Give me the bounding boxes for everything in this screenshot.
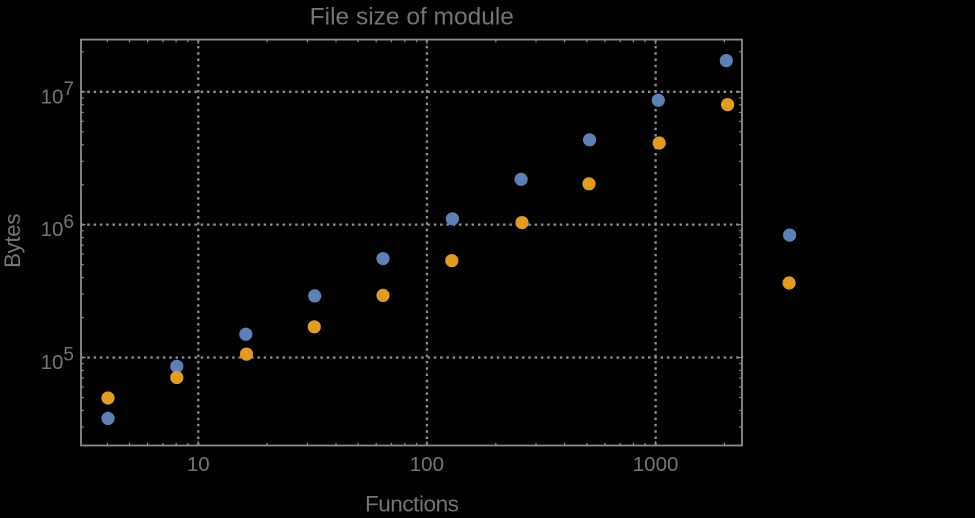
svg-text:Functions: Functions (365, 492, 459, 514)
svg-text:106: 106 (41, 212, 74, 241)
svg-text:10: 10 (187, 453, 210, 476)
svg-text:107: 107 (41, 79, 74, 108)
svg-text:100: 100 (410, 453, 444, 476)
svg-text:Bytes: Bytes (0, 214, 25, 268)
svg-text:105: 105 (41, 345, 74, 374)
svg-text:1000: 1000 (633, 453, 679, 476)
svg-text:File size of module: File size of module (310, 4, 514, 31)
